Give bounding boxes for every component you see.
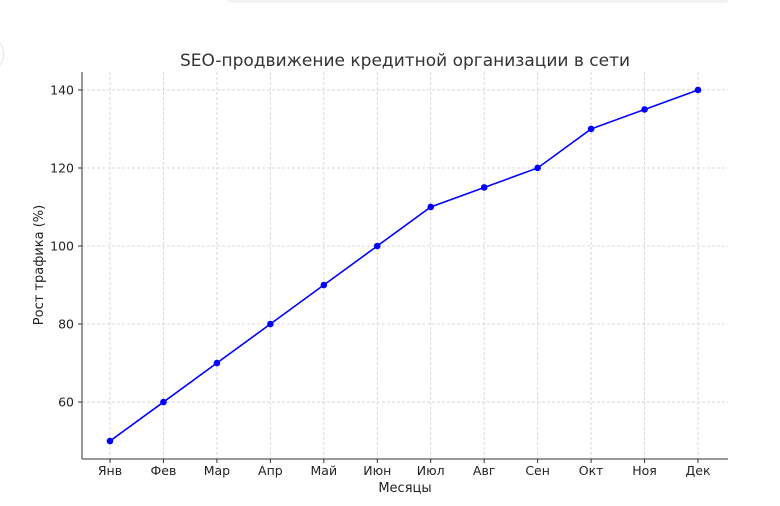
x-tick-label: Июл [417,463,445,478]
y-ticks: 60 80 100 120 140 [50,82,82,410]
data-point [480,184,488,191]
x-tick-label: Фев [151,463,177,478]
data-point [213,359,221,367]
y-tick-label: 80 [58,317,74,332]
x-tick-label: Май [311,463,338,478]
y-tick-label: 100 [50,238,74,253]
x-ticks: Янв Фев Мар Апр Май Июн Июл Авг Сен Окт Ноя Дек [98,459,711,478]
x-tick-label: Июн [363,463,391,478]
data-point [320,281,328,289]
data-point [373,242,381,250]
y-axis-label: Рост трафика (%) [32,205,47,325]
chart-title: SEO-продвижение кредитной организации в … [180,51,630,71]
data-point [587,125,595,133]
series-line [109,89,699,442]
x-tick-label: Авг [473,463,496,478]
grid [82,72,728,459]
x-tick-label: Мар [204,463,230,478]
y-tick-label: 120 [50,160,74,175]
series-points [106,86,702,445]
x-tick-label: Янв [98,463,122,478]
x-tick-label: Окт [579,463,604,478]
x-tick-label: Апр [258,463,283,478]
x-tick-label: Дек [685,463,710,478]
data-point [106,437,114,445]
x-tick-label: Сен [525,463,550,478]
y-tick-label: 140 [50,82,74,97]
y-tick-label: 60 [58,395,74,410]
data-point [534,164,541,172]
data-point [160,398,167,406]
data-point [641,106,648,113]
background-panel [226,0,731,3]
data-point [427,203,435,211]
data-point [694,86,702,94]
x-axis-label: Месяцы [378,481,431,496]
data-point [267,320,274,328]
x-tick-label: Ноя [632,463,657,478]
